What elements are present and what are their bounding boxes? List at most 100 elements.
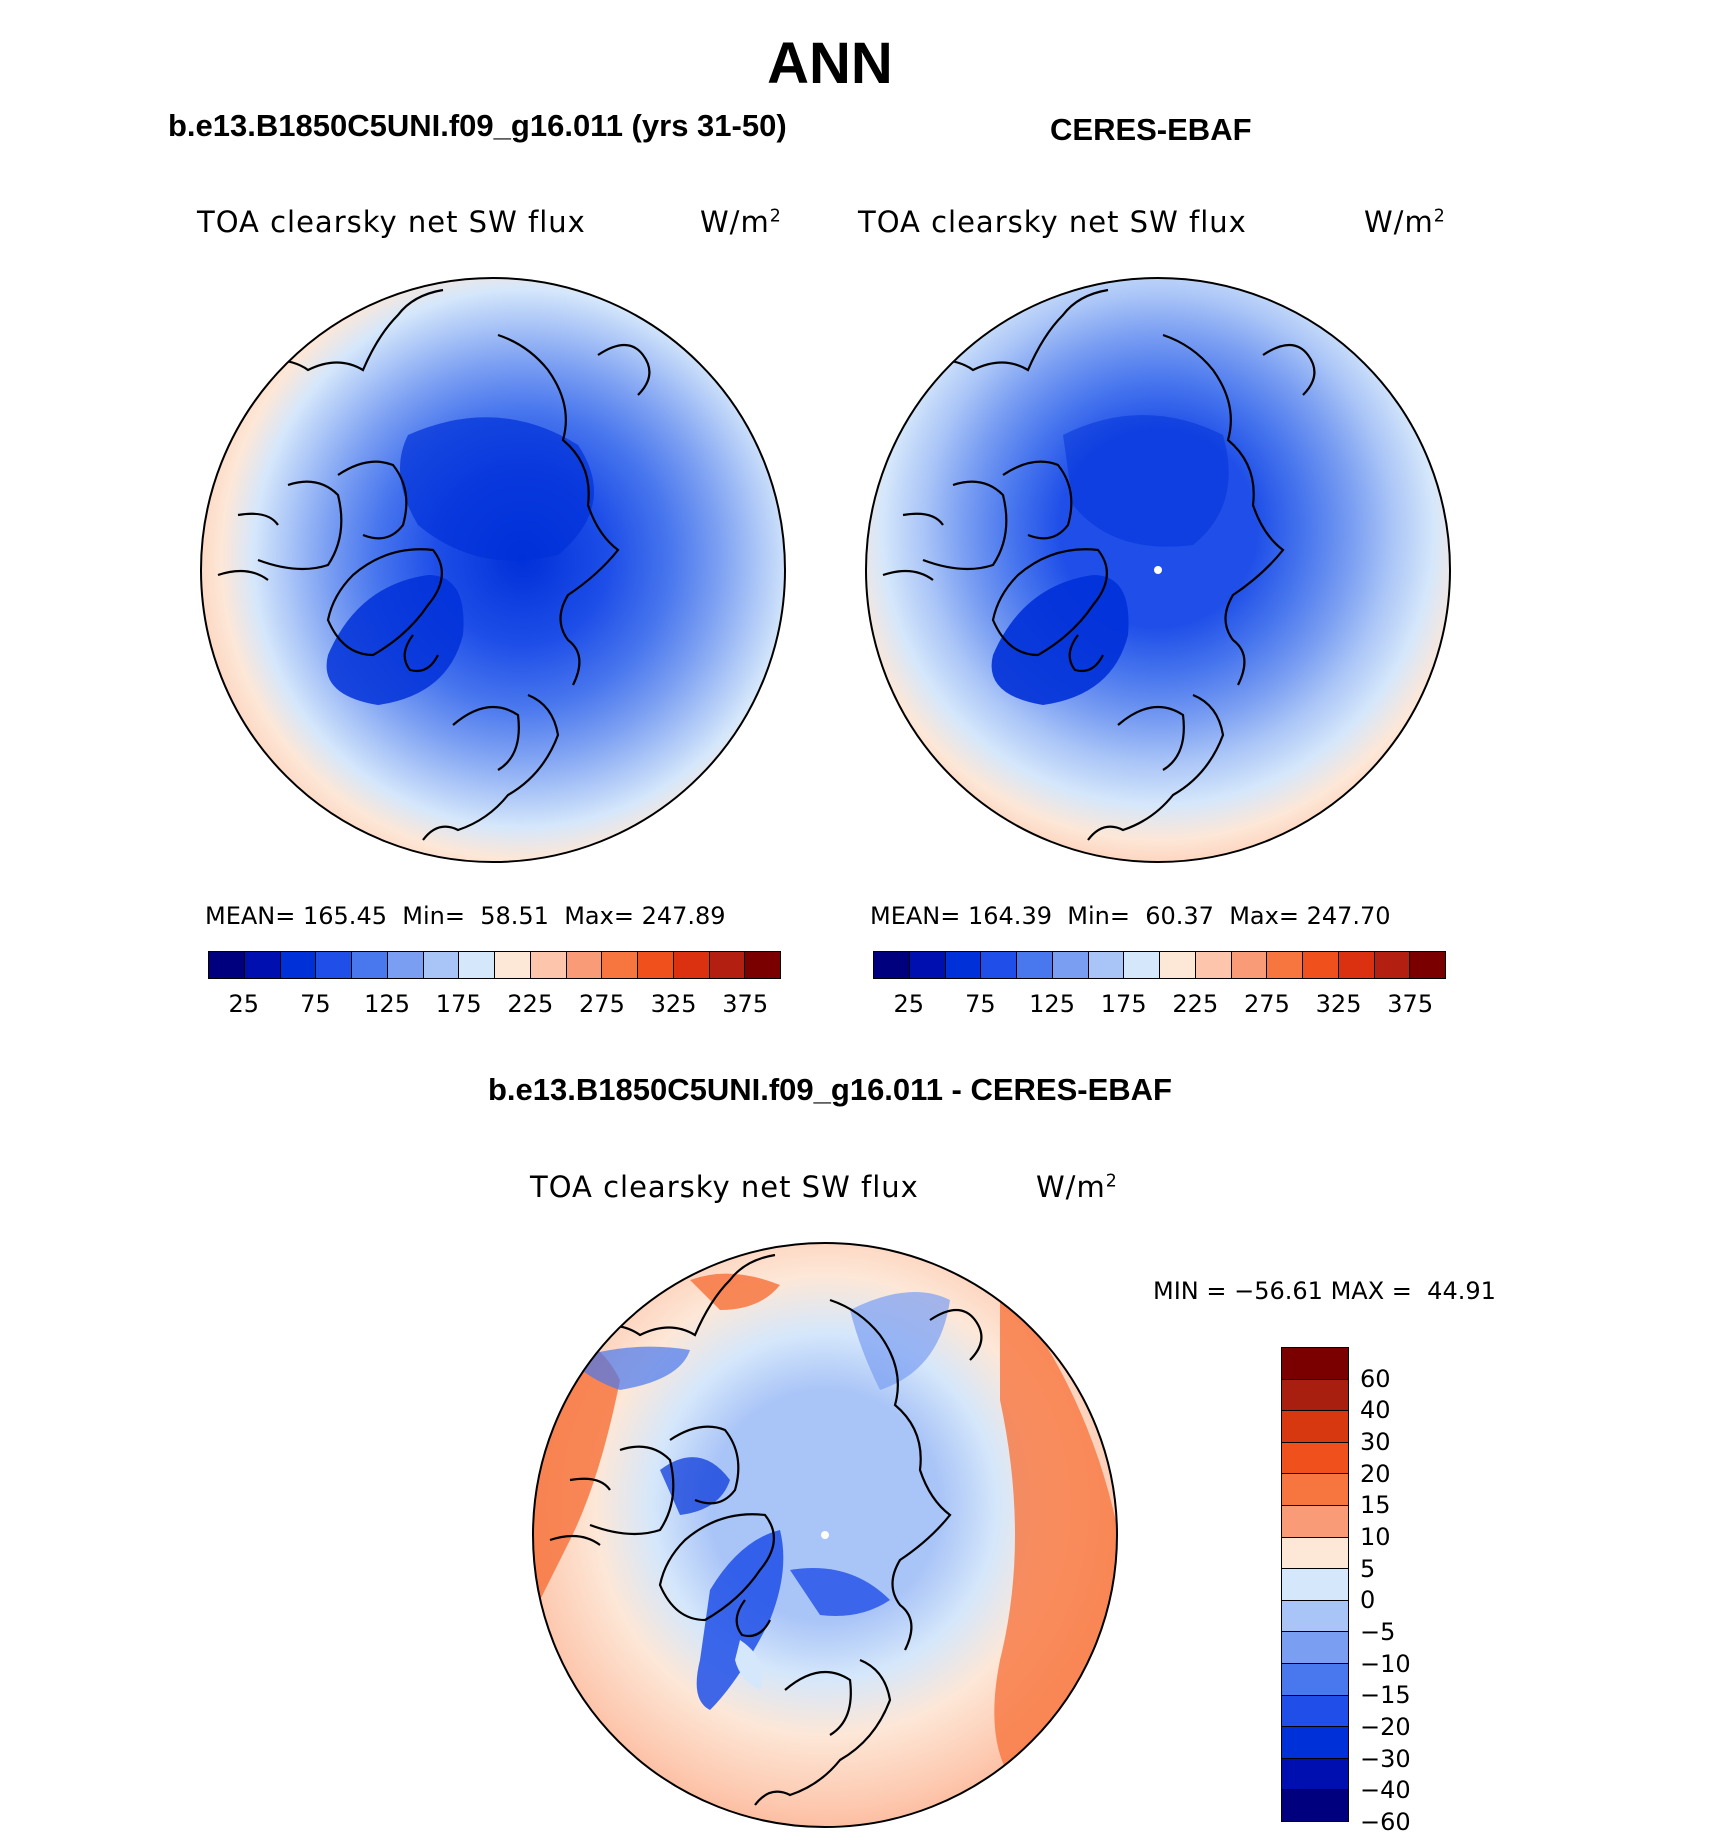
colorbar-swatch bbox=[1282, 1537, 1348, 1570]
obs-units: W/m2 bbox=[1364, 205, 1446, 239]
obs-polar-map bbox=[865, 277, 1451, 863]
colorbar-swatch bbox=[673, 952, 710, 978]
colorbar-swatch bbox=[1282, 1379, 1348, 1412]
colorbar-tick-label: 15 bbox=[1360, 1491, 1391, 1520]
colorbar-swatch bbox=[209, 952, 245, 978]
colorbar-swatch bbox=[1160, 952, 1196, 978]
colorbar-swatch bbox=[566, 952, 603, 978]
colorbar-swatch bbox=[1195, 952, 1232, 978]
model-stats: MEAN= 165.45 Min= 58.51 Max= 247.89 bbox=[205, 902, 726, 930]
colorbar-tick-label: 25 bbox=[228, 990, 260, 1018]
obs-colorbar-ticks: 25 75 125 175 225 275 325 375 bbox=[873, 990, 1446, 1020]
obs-case-title: CERES-EBAF bbox=[1050, 112, 1252, 147]
colorbar-tick-label: 75 bbox=[965, 990, 996, 1018]
model-colorbar bbox=[208, 951, 781, 979]
colorbar-swatch bbox=[387, 952, 424, 978]
diff-plot-title: TOA clearsky net SW flux bbox=[530, 1170, 919, 1204]
colorbar-swatch bbox=[1052, 952, 1089, 978]
colorbar-tick-label: 175 bbox=[435, 990, 482, 1018]
colorbar-swatch bbox=[244, 952, 281, 978]
colorbar-tick-label: 5 bbox=[1360, 1554, 1376, 1583]
colorbar-swatch bbox=[459, 952, 495, 978]
colorbar-tick-label: 275 bbox=[579, 990, 625, 1018]
colorbar-tick-label: 10 bbox=[1360, 1523, 1391, 1551]
colorbar-tick-label: 225 bbox=[1172, 990, 1219, 1018]
colorbar-swatch bbox=[1338, 952, 1375, 978]
colorbar-tick-label: −5 bbox=[1360, 1618, 1396, 1646]
colorbar-tick-label: 75 bbox=[300, 990, 331, 1018]
obs-plot-title: TOA clearsky net SW flux bbox=[858, 205, 1247, 239]
colorbar-swatch bbox=[1303, 952, 1339, 978]
model-plot-title: TOA clearsky net SW flux bbox=[197, 205, 586, 239]
colorbar-tick-label: 125 bbox=[1029, 990, 1075, 1018]
model-case-title: b.e13.B1850C5UNI.f09_g16.011 (yrs 31-50) bbox=[168, 108, 787, 143]
main-title: ANN bbox=[767, 31, 893, 96]
colorbar-tick-label: 375 bbox=[1387, 990, 1434, 1018]
colorbar-swatch bbox=[1282, 1569, 1348, 1601]
diff-case-title: b.e13.B1850C5UNI.f09_g16.011 - CERES-EBA… bbox=[487, 1072, 1172, 1107]
colorbar-swatch bbox=[709, 952, 746, 978]
colorbar-tick-label: 30 bbox=[1360, 1428, 1391, 1456]
diff-colorbar-ticks: 60 40 30 20 15 10 5 0 −5 −10 −15 −20 −30 −40 −60 bbox=[1360, 1347, 1480, 1836]
model-polar-map bbox=[200, 277, 786, 863]
colorbar-swatch bbox=[745, 952, 780, 978]
colorbar-swatch bbox=[423, 952, 460, 978]
colorbar-swatch bbox=[1282, 1600, 1348, 1633]
colorbar-swatch bbox=[1282, 1695, 1348, 1728]
colorbar-swatch bbox=[1282, 1632, 1348, 1664]
colorbar-swatch bbox=[1410, 952, 1445, 978]
colorbar-swatch bbox=[495, 952, 531, 978]
colorbar-swatch bbox=[530, 952, 567, 978]
colorbar-tick-label: −10 bbox=[1360, 1649, 1411, 1678]
colorbar-swatch bbox=[1282, 1790, 1348, 1821]
diff-stats: MIN = −56.61 MAX = 44.91 bbox=[1153, 1277, 1496, 1305]
colorbar-swatch bbox=[981, 952, 1017, 978]
colorbar-tick-label: 275 bbox=[1244, 990, 1290, 1018]
colorbar-tick-label: 20 bbox=[1360, 1459, 1391, 1488]
colorbar-swatch bbox=[638, 952, 674, 978]
colorbar-tick-label: 175 bbox=[1100, 990, 1147, 1018]
obs-colorbar bbox=[873, 951, 1446, 979]
colorbar-swatch bbox=[316, 952, 352, 978]
colorbar-swatch bbox=[280, 952, 317, 978]
colorbar-tick-label: 40 bbox=[1360, 1396, 1391, 1425]
colorbar-swatch bbox=[1267, 952, 1303, 978]
colorbar-tick-label: 125 bbox=[364, 990, 410, 1018]
colorbar-tick-label: −30 bbox=[1360, 1744, 1411, 1773]
obs-stats: MEAN= 164.39 Min= 60.37 Max= 247.70 bbox=[870, 902, 1391, 930]
colorbar-tick-label: 60 bbox=[1360, 1364, 1391, 1393]
colorbar-swatch bbox=[352, 952, 388, 978]
colorbar-swatch bbox=[602, 952, 638, 978]
colorbar-swatch bbox=[1124, 952, 1160, 978]
colorbar-swatch bbox=[1282, 1411, 1348, 1443]
colorbar-swatch bbox=[1282, 1348, 1348, 1380]
colorbar-tick-label: 325 bbox=[1315, 990, 1362, 1018]
model-units: W/m2 bbox=[700, 205, 782, 239]
colorbar-swatch bbox=[1088, 952, 1125, 978]
colorbar-swatch bbox=[1282, 1442, 1348, 1475]
colorbar-tick-label: 0 bbox=[1360, 1586, 1376, 1615]
colorbar-swatch bbox=[874, 952, 910, 978]
colorbar-tick-label: 225 bbox=[507, 990, 554, 1018]
colorbar-swatch bbox=[945, 952, 982, 978]
colorbar-swatch bbox=[909, 952, 946, 978]
colorbar-tick-label: −20 bbox=[1360, 1713, 1411, 1741]
model-colorbar-ticks: 25 75 125 175 225 275 325 375 bbox=[208, 990, 781, 1020]
diff-polar-map bbox=[532, 1242, 1118, 1828]
colorbar-tick-label: −60 bbox=[1360, 1808, 1411, 1836]
colorbar-swatch bbox=[1282, 1727, 1348, 1759]
colorbar-swatch bbox=[1017, 952, 1053, 978]
colorbar-tick-label: −40 bbox=[1360, 1776, 1411, 1805]
diff-units: W/m2 bbox=[1036, 1170, 1118, 1204]
colorbar-swatch bbox=[1374, 952, 1411, 978]
colorbar-swatch bbox=[1282, 1474, 1348, 1506]
colorbar-swatch bbox=[1282, 1505, 1348, 1538]
colorbar-tick-label: 325 bbox=[650, 990, 697, 1018]
colorbar-swatch bbox=[1282, 1663, 1348, 1696]
colorbar-tick-label: 25 bbox=[893, 990, 925, 1018]
colorbar-tick-label: 375 bbox=[722, 990, 769, 1018]
colorbar-tick-label: −15 bbox=[1360, 1681, 1411, 1710]
colorbar-swatch bbox=[1282, 1758, 1348, 1791]
colorbar-swatch bbox=[1231, 952, 1268, 978]
diff-colorbar bbox=[1281, 1347, 1349, 1822]
